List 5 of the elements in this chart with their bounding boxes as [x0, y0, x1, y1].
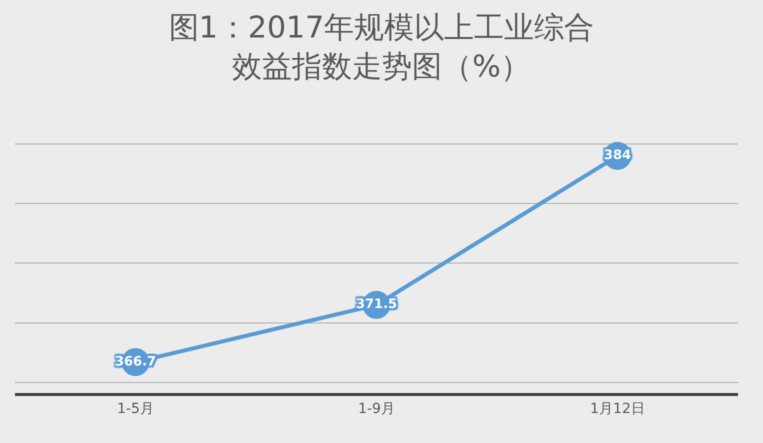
x-tick-label: 1月12日: [590, 400, 645, 417]
x-tick-label: 1-9月: [358, 400, 395, 417]
x-tick-label: 1-5月: [117, 400, 154, 417]
chart-title: 图1：2017年规模以上工业综合效益指数走势图（%）: [168, 10, 594, 85]
data-label: 384: [604, 148, 632, 164]
